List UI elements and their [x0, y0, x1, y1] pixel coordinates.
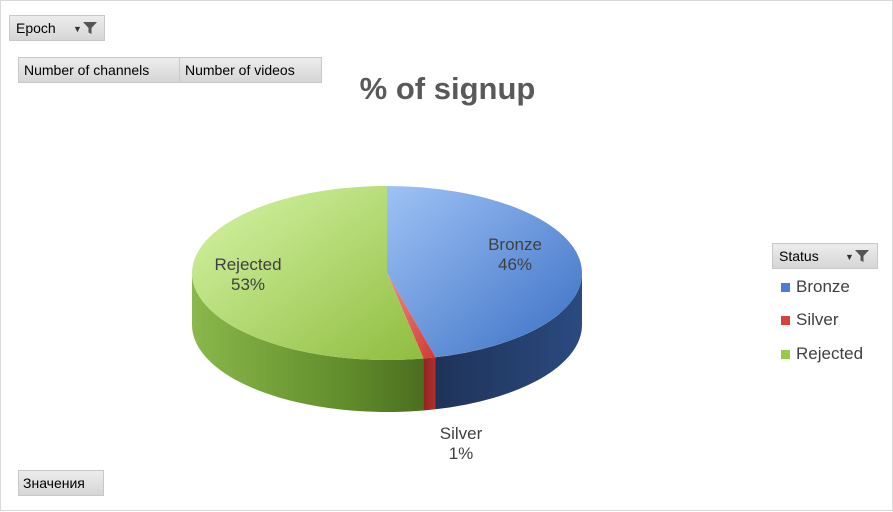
- pie-slice-rejected[interactable]: [192, 186, 424, 360]
- legend-label-silver: Silver: [796, 310, 839, 329]
- filter-funnel-icon: [83, 22, 97, 34]
- pie-side-silver: [423, 357, 436, 411]
- pie-slice-silver[interactable]: [387, 273, 436, 359]
- values-field-label: Значения: [23, 475, 85, 491]
- pie-slice-bronze[interactable]: [387, 186, 583, 358]
- legend-swatch-rejected: [781, 350, 790, 360]
- pie-side-rejected: [192, 273, 424, 412]
- data-label-silver-value: 1%: [448, 444, 474, 463]
- epoch-filter-button[interactable]: Epoch ▼: [9, 15, 105, 41]
- number-of-videos-field[interactable]: Number of videos: [179, 57, 322, 83]
- legend-swatch-bronze: [781, 283, 790, 293]
- legend-label-bronze: Bronze: [796, 277, 850, 296]
- data-label-silver-name: Silver: [439, 424, 483, 443]
- dropdown-arrow-icon: ▼: [845, 252, 854, 262]
- dropdown-arrow-icon: ▼: [73, 24, 82, 34]
- pie-side-bronze: [435, 273, 582, 410]
- chart-title: % of signup: [359, 71, 536, 106]
- data-label-bronze-value: 46%: [497, 255, 533, 274]
- data-label-rejected-value: 53%: [230, 275, 266, 294]
- filter-funnel-icon: [855, 250, 869, 262]
- number-of-channels-field[interactable]: Number of channels: [18, 57, 180, 83]
- legend-label-rejected: Rejected: [796, 344, 864, 363]
- data-label-silver: Silver 1%: [411, 424, 511, 464]
- status-filter-label: Status: [779, 248, 819, 264]
- legend-item-silver[interactable]: Silver: [781, 310, 839, 330]
- data-label-rejected: Rejected 53%: [198, 255, 298, 295]
- status-filter-button[interactable]: Status ▼: [772, 243, 878, 269]
- legend-swatch-silver: [781, 316, 790, 326]
- legend-item-bronze[interactable]: Bronze: [781, 277, 850, 297]
- data-label-bronze-name: Bronze: [488, 235, 542, 254]
- data-label-rejected-name: Rejected: [214, 255, 282, 274]
- number-of-channels-label: Number of channels: [24, 62, 150, 78]
- legend-item-rejected[interactable]: Rejected: [781, 344, 863, 364]
- values-field-button[interactable]: Значения: [18, 470, 104, 496]
- data-label-bronze: Bronze 46%: [465, 235, 565, 275]
- epoch-filter-label: Epoch: [16, 20, 56, 36]
- number-of-videos-label: Number of videos: [185, 62, 295, 78]
